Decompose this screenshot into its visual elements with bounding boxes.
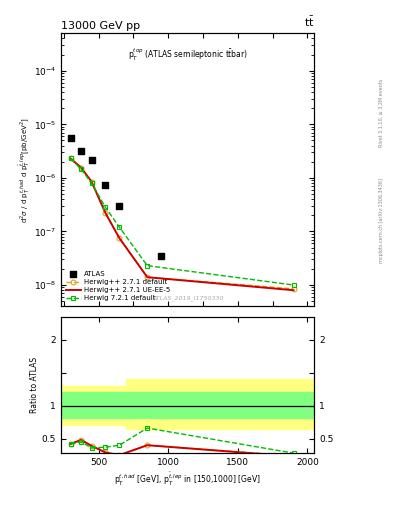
Herwig++ 2.7.1 default [89,179,94,185]
Herwig++ 2.7.1 UE-EE-5 [145,274,150,280]
Herwig++ 2.7.1 default [79,165,83,171]
Herwig 7.2.1 default [291,282,296,288]
Herwig 7.2.1 default [79,166,83,173]
ATLAS [88,156,95,164]
Line: Herwig 7.2.1 default: Herwig 7.2.1 default [68,156,296,287]
Herwig++ 2.7.1 default [291,286,296,292]
Y-axis label: d$^2\sigma$ / d p$_T^{t,had}$ d p$_T^{\bar{t},lep}$[pb/GeV$^2$]: d$^2\sigma$ / d p$_T^{t,had}$ d p$_T^{\b… [18,117,32,223]
ATLAS [116,202,123,210]
Text: Rivet 3.1.10, ≥ 3.2M events: Rivet 3.1.10, ≥ 3.2M events [379,78,384,147]
Herwig 7.2.1 default [89,180,94,186]
Y-axis label: Ratio to ATLAS: Ratio to ATLAS [30,357,39,413]
Herwig++ 2.7.1 UE-EE-5 [68,156,73,162]
Text: p$_T^{top}$ (ATLAS semileptonic t$\bar{\rm t}$bar): p$_T^{top}$ (ATLAS semileptonic t$\bar{\… [128,47,248,63]
Herwig++ 2.7.1 UE-EE-5 [291,287,296,293]
Herwig 7.2.1 default [68,156,73,162]
Text: ATLAS_2019_I1750330: ATLAS_2019_I1750330 [152,295,223,301]
Herwig 7.2.1 default [145,263,150,269]
Legend: ATLAS, Herwig++ 2.7.1 default, Herwig++ 2.7.1 UE-EE-5, Herwig 7.2.1 default: ATLAS, Herwig++ 2.7.1 default, Herwig++ … [64,270,171,303]
ATLAS [78,147,84,155]
ATLAS [158,252,164,260]
Herwig++ 2.7.1 default [117,235,122,241]
Text: mcplots.cern.ch [arXiv:1306.3436]: mcplots.cern.ch [arXiv:1306.3436] [379,178,384,263]
Herwig++ 2.7.1 default [68,156,73,162]
Line: Herwig++ 2.7.1 default: Herwig++ 2.7.1 default [68,156,296,291]
Herwig++ 2.7.1 UE-EE-5 [117,235,122,241]
ATLAS [102,180,108,188]
X-axis label: p$_T^{t,had}$ [GeV], p$_T^{\bar{t},lep}$ in [150,1000] [GeV]: p$_T^{t,had}$ [GeV], p$_T^{\bar{t},lep}$… [114,471,261,488]
Herwig++ 2.7.1 UE-EE-5 [103,210,108,216]
Text: t$\bar{\rm t}$: t$\bar{\rm t}$ [304,15,314,29]
Herwig++ 2.7.1 default [103,210,108,216]
Herwig++ 2.7.1 UE-EE-5 [79,165,83,171]
Herwig++ 2.7.1 default [145,274,150,280]
Herwig++ 2.7.1 UE-EE-5 [89,179,94,185]
ATLAS [68,134,74,142]
Herwig 7.2.1 default [103,204,108,210]
Text: 13000 GeV pp: 13000 GeV pp [61,21,140,31]
Herwig 7.2.1 default [117,224,122,230]
Line: Herwig++ 2.7.1 UE-EE-5: Herwig++ 2.7.1 UE-EE-5 [71,159,294,290]
